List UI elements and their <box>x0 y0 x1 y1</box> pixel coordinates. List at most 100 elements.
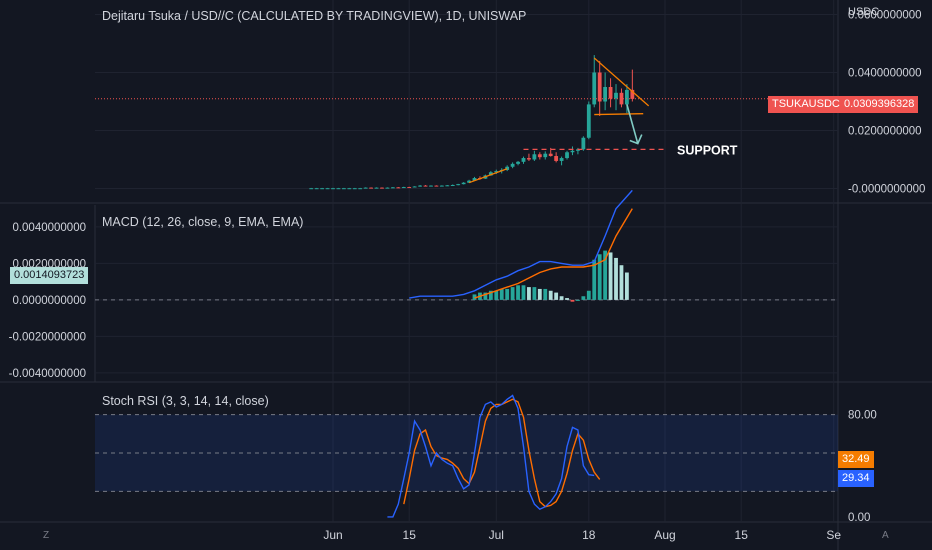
macd-histogram-bar <box>597 254 602 300</box>
triangle-support-line <box>594 113 644 116</box>
macd-histogram-bar <box>483 292 488 300</box>
candle-body <box>494 171 499 173</box>
candle-body <box>592 72 597 105</box>
candle-body <box>624 89 629 105</box>
candle-body <box>576 149 580 151</box>
candle <box>510 162 515 169</box>
candle-body <box>385 187 390 189</box>
candle-body <box>603 87 608 102</box>
candle <box>390 187 395 189</box>
macd-histogram-bar <box>581 296 586 300</box>
candle-body <box>532 154 537 160</box>
early-trendline <box>468 168 508 184</box>
x-tick-label-1: 15 <box>403 528 417 542</box>
x-tick-label-0: Jun <box>323 528 342 542</box>
candle <box>380 187 384 189</box>
candle-body <box>396 187 401 189</box>
candle-body <box>407 187 412 189</box>
candle <box>374 187 379 189</box>
candle-body <box>630 89 635 99</box>
candle-body <box>581 137 586 150</box>
candle-body <box>363 187 368 189</box>
resistance-trendline <box>593 57 650 107</box>
macd-tick-label-3: -0.0020000000 <box>9 331 86 343</box>
candle-body <box>559 158 564 161</box>
x-tick-label-5: 15 <box>735 528 749 542</box>
candle <box>532 150 537 161</box>
macd-histogram-bar <box>499 288 504 300</box>
stoch-k-line <box>387 394 595 518</box>
candle <box>619 88 624 108</box>
x-tick-label-6: Se <box>826 528 841 542</box>
candle <box>592 55 597 108</box>
macd-histogram-bar <box>614 257 618 300</box>
candle <box>614 84 618 111</box>
candle-body <box>521 158 526 162</box>
candle-body <box>429 185 433 187</box>
candle <box>516 160 520 166</box>
candle <box>434 185 439 187</box>
stoch-d-badge: 29.34 <box>838 470 874 487</box>
candle-body <box>390 187 395 189</box>
macd-histogram-bar <box>516 285 520 300</box>
x-tick-label-4: Aug <box>654 528 675 542</box>
last-price-badge: 0.0309396328 <box>840 96 919 113</box>
candle <box>429 185 433 187</box>
candle <box>559 156 564 166</box>
candle-body <box>445 185 450 187</box>
candle <box>341 187 346 190</box>
macd-histogram-bar <box>559 296 564 300</box>
stoch-tick-label-1: 0.00 <box>848 512 870 524</box>
macd-histogram-bar <box>608 252 613 300</box>
stoch-rsi-pane-title: Stoch RSI (3, 3, 14, 14, close) <box>102 394 269 408</box>
macd-histogram-bar <box>543 288 548 300</box>
stoch-tick-label-0: 80.00 <box>848 410 877 422</box>
macd-histogram-bar <box>505 288 510 300</box>
macd-tick-label-2: 0.0000000000 <box>12 295 86 307</box>
candle <box>450 184 455 187</box>
macd-histogram-bar <box>472 294 477 300</box>
price-unit-label: USDC <box>848 6 880 18</box>
candle <box>325 187 330 190</box>
candle-body <box>554 156 559 161</box>
candle-body <box>336 188 341 190</box>
price-tick-label-1: 0.0400000000 <box>848 68 922 80</box>
macd-histogram-bar <box>603 250 608 300</box>
macd-signal-line <box>474 208 633 299</box>
macd-tick-label-4: -0.0040000000 <box>9 368 86 380</box>
candle <box>505 165 510 172</box>
candle-body <box>412 186 417 188</box>
candle-body <box>461 182 466 185</box>
candle <box>570 146 575 156</box>
candle-body <box>401 187 406 189</box>
candle-body <box>320 188 325 190</box>
candle <box>461 182 466 185</box>
candle <box>347 187 352 190</box>
candle <box>456 183 461 186</box>
candle <box>445 185 450 187</box>
macd-histogram-bar <box>624 272 629 300</box>
macd-histogram-bar <box>554 292 559 300</box>
candle-body <box>380 187 384 189</box>
macd-tick-label-0: 0.0040000000 <box>12 222 86 234</box>
candle-body <box>543 153 548 158</box>
candle-body <box>505 166 510 170</box>
candle <box>597 60 602 116</box>
candle-body <box>619 92 624 105</box>
symbol-badge: TSUKAUSDC <box>768 96 844 113</box>
candle-body <box>331 188 335 190</box>
candle <box>630 69 635 102</box>
macd-histogram-bar <box>532 287 537 300</box>
zoom-icon[interactable]: Z <box>43 530 50 541</box>
candle-body <box>352 188 357 190</box>
candle-body <box>347 188 352 190</box>
macd-histogram-bar <box>521 285 526 300</box>
candle-body <box>548 153 553 157</box>
candle-body <box>472 178 477 181</box>
macd-value-badge: 0.0014093723 <box>10 267 89 284</box>
auto-scale-icon[interactable]: A <box>882 530 889 541</box>
price-tick-label-2: 0.0200000000 <box>848 126 922 138</box>
chart-title: Dejitaru Tsuka / USD//C (CALCULATED BY T… <box>102 9 527 23</box>
x-tick-label-3: 18 <box>582 528 596 542</box>
